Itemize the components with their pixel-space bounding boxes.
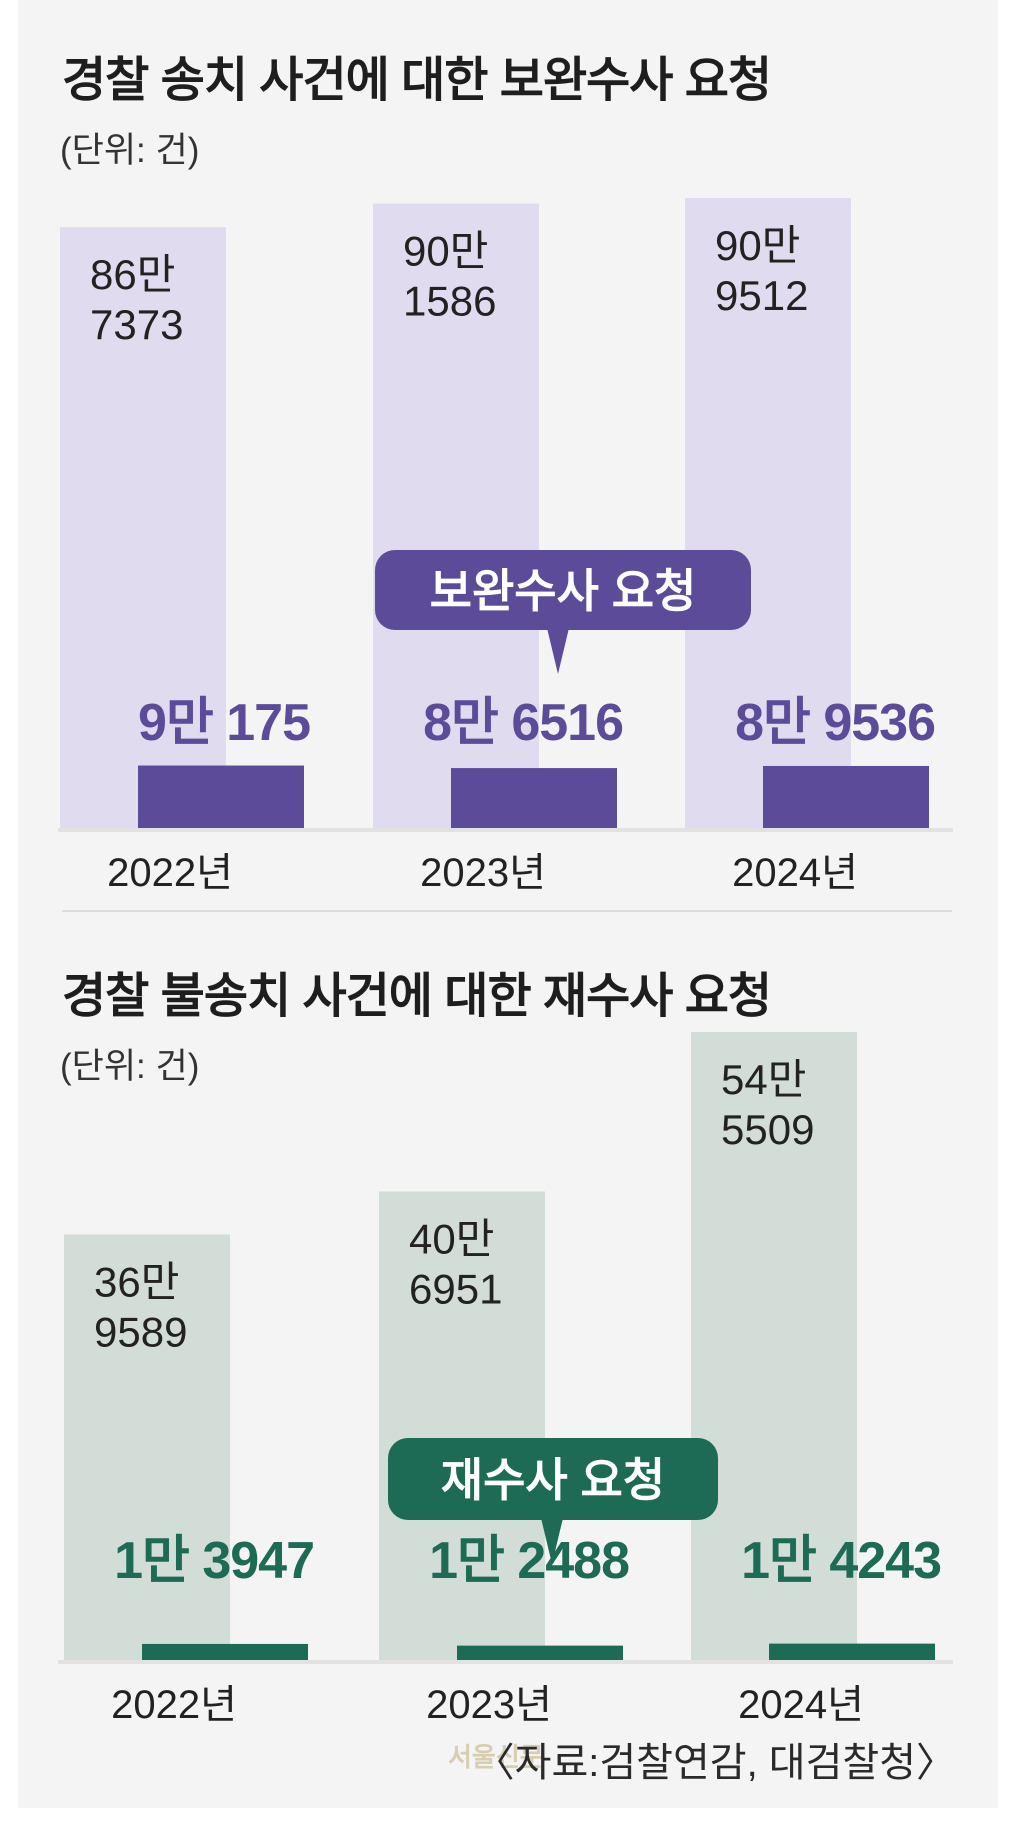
category-tick-label: 2023년 bbox=[420, 851, 546, 895]
category-tick-label: 2022년 bbox=[107, 851, 233, 895]
request-bar bbox=[457, 1645, 623, 1660]
reinvestigation-chart: 경찰 불송치 사건에 대한 재수사 요청 (단위: 건) 36만 9589 1만 3… bbox=[18, 910, 998, 1808]
category-tick-label: 2023년 bbox=[426, 1683, 552, 1727]
total-bar bbox=[691, 1032, 857, 1660]
unit-label: (단위: 건) bbox=[60, 1047, 200, 1086]
request-bar bbox=[763, 765, 929, 828]
request-value-label: 8만 9536 bbox=[735, 694, 935, 752]
total-bar bbox=[685, 198, 851, 828]
chart-title: 경찰 송치 사건에 대한 보완수사 요청 bbox=[62, 54, 772, 107]
total-value-label: 40만 6951 bbox=[409, 1216, 502, 1313]
request-bar bbox=[451, 768, 617, 828]
watermark-logo: 서울신문 bbox=[448, 1742, 544, 1772]
total-bar bbox=[379, 1191, 545, 1660]
request-value-label: 8만 6516 bbox=[423, 694, 623, 752]
callout-label: 보완수사 요청 bbox=[430, 565, 697, 617]
category-tick-label: 2024년 bbox=[738, 1683, 864, 1727]
unit-label: (단위: 건) bbox=[60, 131, 200, 170]
total-value-label: 86만 7373 bbox=[90, 251, 183, 348]
request-value-label: 1만 4243 bbox=[741, 1532, 941, 1590]
series-callout: 재수사 요청 bbox=[388, 1438, 718, 1564]
total-bar bbox=[373, 203, 539, 828]
request-bar bbox=[138, 765, 304, 828]
series-callout: 보완수사 요청 bbox=[375, 550, 751, 674]
total-value-label: 36만 9589 bbox=[94, 1259, 187, 1356]
baseline bbox=[58, 1660, 953, 1664]
total-bar bbox=[64, 1234, 230, 1660]
baseline bbox=[58, 828, 953, 832]
bar-chart-svg: 36만 9589 1만 3947 2022년 40만 6951 1만 2488 2023년 54… bbox=[58, 1032, 953, 1727]
source-note: 〈자료:검찰연감, 대검찰청〉 bbox=[474, 1741, 956, 1785]
category-tick-label: 2022년 bbox=[111, 1683, 237, 1727]
total-bar bbox=[60, 227, 226, 828]
total-value-label: 54만 5509 bbox=[721, 1056, 814, 1153]
bar-chart-svg: 86만 7373 9만 175 2022년 90만 1586 8만 6516 2023년 90만… bbox=[58, 198, 953, 895]
callout-label: 재수사 요청 bbox=[441, 1454, 665, 1506]
request-value-label: 1만 3947 bbox=[114, 1532, 314, 1590]
total-value-label: 90만 9512 bbox=[715, 222, 808, 319]
supplementary-investigation-chart: 경찰 송치 사건에 대한 보완수사 요청 (단위: 건) 86만 7373 9만 1… bbox=[18, 0, 998, 910]
request-value-label: 9만 175 bbox=[138, 694, 310, 752]
request-bar bbox=[142, 1643, 308, 1660]
category-tick-label: 2024년 bbox=[732, 851, 858, 895]
chart-divider bbox=[62, 910, 952, 912]
chart-title: 경찰 불송치 사건에 대한 재수사 요청 bbox=[62, 970, 772, 1023]
request-value-label: 1만 2488 bbox=[429, 1532, 629, 1590]
request-bar bbox=[769, 1643, 935, 1660]
infographic-card: 경찰 송치 사건에 대한 보완수사 요청 (단위: 건) 86만 7373 9만 1… bbox=[18, 0, 998, 1808]
total-value-label: 90만 1586 bbox=[403, 227, 496, 324]
